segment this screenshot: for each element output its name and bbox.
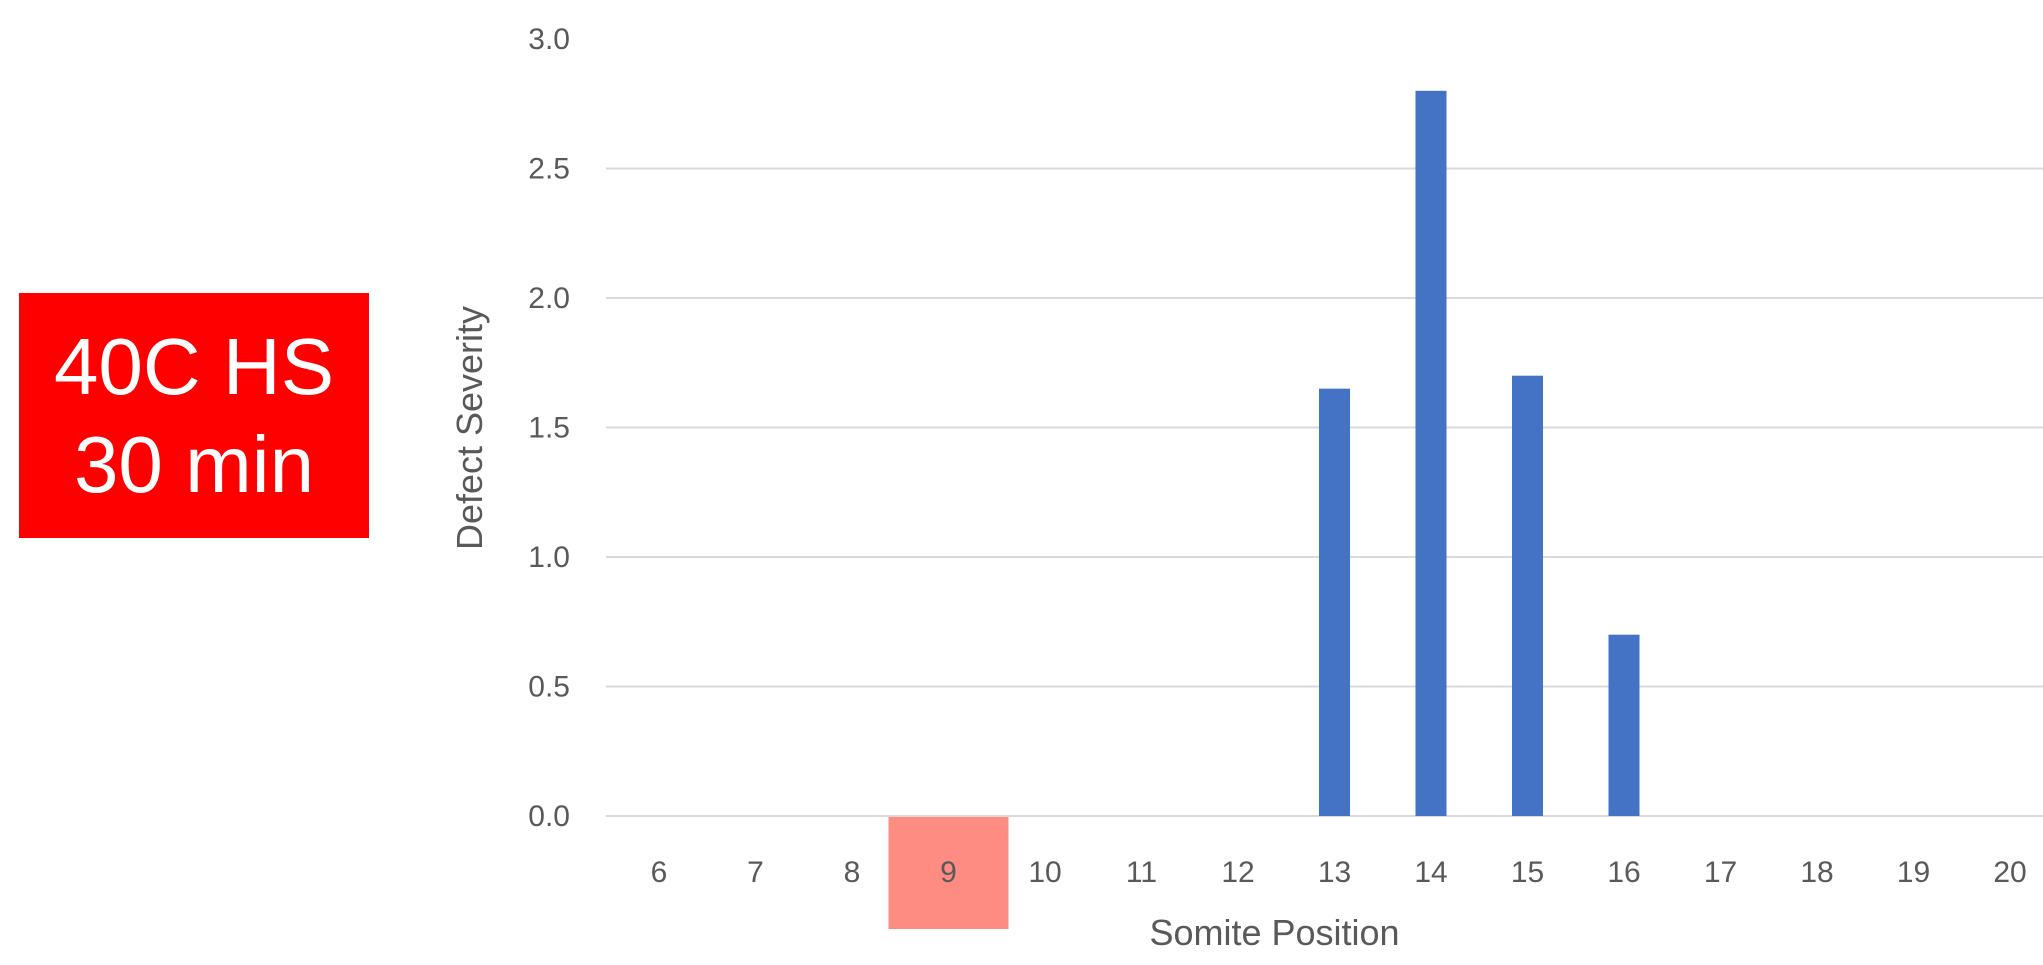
x-tick-label: 11: [1126, 856, 1157, 889]
x-tick-label: 7: [747, 856, 764, 889]
x-tick-label: 15: [1511, 856, 1544, 889]
x-tick-label: 16: [1607, 856, 1640, 889]
bar-14: [1415, 90, 1447, 817]
x-axis-title: Somite Position: [1149, 912, 1399, 953]
bar-13: [1319, 388, 1350, 816]
y-tick-label: 0.0: [528, 800, 570, 833]
x-tick-label: 20: [1993, 856, 2026, 889]
y-tick-label: 1.5: [528, 412, 570, 445]
y-tick-label: 3.0: [528, 23, 570, 56]
y-tick-label: 1.0: [528, 541, 570, 574]
y-tick-label: 0.5: [528, 671, 570, 704]
x-tick-label: 19: [1897, 856, 1930, 889]
bar-15: [1512, 375, 1543, 816]
highlight-box-category-9: [888, 816, 1009, 929]
x-tick-label: 17: [1704, 856, 1737, 889]
y-tick-label: 2.0: [528, 282, 570, 315]
x-tick-label: 12: [1221, 856, 1254, 889]
y-tick-label: 2.5: [528, 153, 570, 186]
condition-label-line-2: 30 min: [73, 419, 315, 509]
condition-label-line-1: 40C HS: [53, 321, 335, 411]
x-tick-label: 9: [940, 856, 957, 889]
bar-16: [1608, 634, 1640, 816]
x-tick-label: 6: [651, 856, 668, 889]
y-axis-title: Defect Severity: [449, 306, 490, 550]
condition-label-box: 40C HS 30 min: [19, 293, 369, 538]
x-tick-label: 8: [844, 856, 861, 889]
x-tick-label: 18: [1800, 856, 1833, 889]
x-tick-label: 14: [1414, 856, 1447, 889]
x-tick-label: 10: [1028, 856, 1061, 889]
x-tick-label: 13: [1318, 856, 1351, 889]
